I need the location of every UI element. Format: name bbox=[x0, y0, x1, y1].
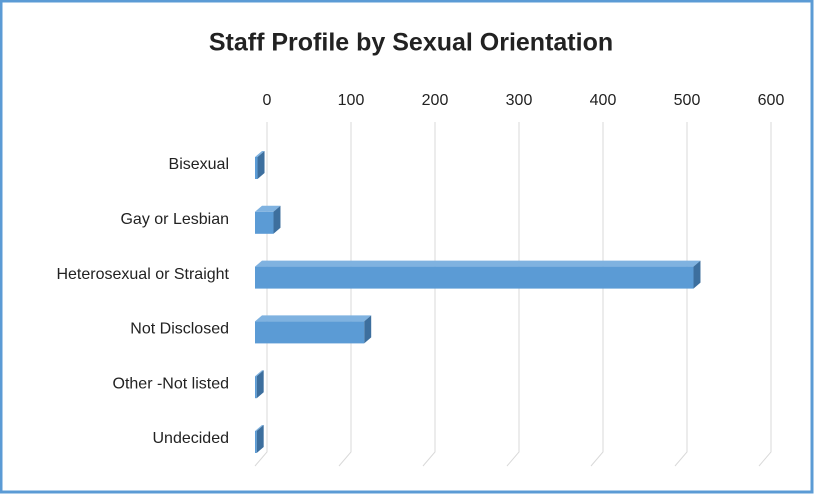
x-tick-label: 200 bbox=[422, 92, 449, 109]
bar-front bbox=[255, 157, 258, 179]
y-tick-label: Heterosexual or Straight bbox=[56, 266, 229, 283]
bar-front bbox=[255, 266, 694, 289]
bar bbox=[255, 205, 281, 234]
grid-line bbox=[590, 122, 604, 467]
bar-side bbox=[693, 260, 701, 289]
y-tick-label: Gay or Lesbian bbox=[120, 211, 229, 228]
bar-side bbox=[257, 151, 265, 179]
bar-front bbox=[255, 431, 257, 453]
bar-side bbox=[364, 315, 372, 344]
bar bbox=[255, 370, 264, 399]
bar-front bbox=[255, 211, 274, 234]
grid-line bbox=[758, 122, 772, 467]
x-tick-label: 400 bbox=[590, 92, 617, 109]
grid-line bbox=[422, 122, 436, 467]
bar bbox=[255, 151, 265, 179]
grid-line bbox=[506, 122, 520, 467]
x-tick-label: 500 bbox=[674, 92, 701, 109]
bar-side bbox=[256, 370, 264, 399]
grid-line bbox=[674, 122, 688, 467]
y-tick-label: Other -Not listed bbox=[113, 375, 229, 392]
bar-top bbox=[255, 315, 372, 322]
x-tick-label: 300 bbox=[506, 92, 533, 109]
bar-side bbox=[256, 425, 264, 453]
bar-front bbox=[255, 376, 257, 399]
x-tick-label: 100 bbox=[338, 92, 365, 109]
bar bbox=[255, 315, 372, 344]
bar-front bbox=[255, 321, 365, 344]
bar bbox=[255, 260, 701, 289]
bar-top bbox=[255, 151, 265, 157]
grid-line bbox=[338, 122, 352, 467]
bar-top bbox=[255, 205, 281, 212]
bar-side bbox=[273, 205, 281, 234]
y-tick-label: Undecided bbox=[153, 430, 230, 447]
y-tick-label: Bisexual bbox=[169, 156, 229, 173]
bar bbox=[255, 425, 264, 453]
x-tick-label: 600 bbox=[758, 92, 785, 109]
bar-top bbox=[255, 260, 701, 267]
bar-top bbox=[255, 425, 264, 431]
y-tick-label: Not Disclosed bbox=[130, 321, 229, 338]
chart-title: Staff Profile by Sexual Orientation bbox=[209, 29, 613, 57]
x-tick-label: 0 bbox=[263, 92, 272, 109]
bar-top bbox=[255, 370, 264, 377]
